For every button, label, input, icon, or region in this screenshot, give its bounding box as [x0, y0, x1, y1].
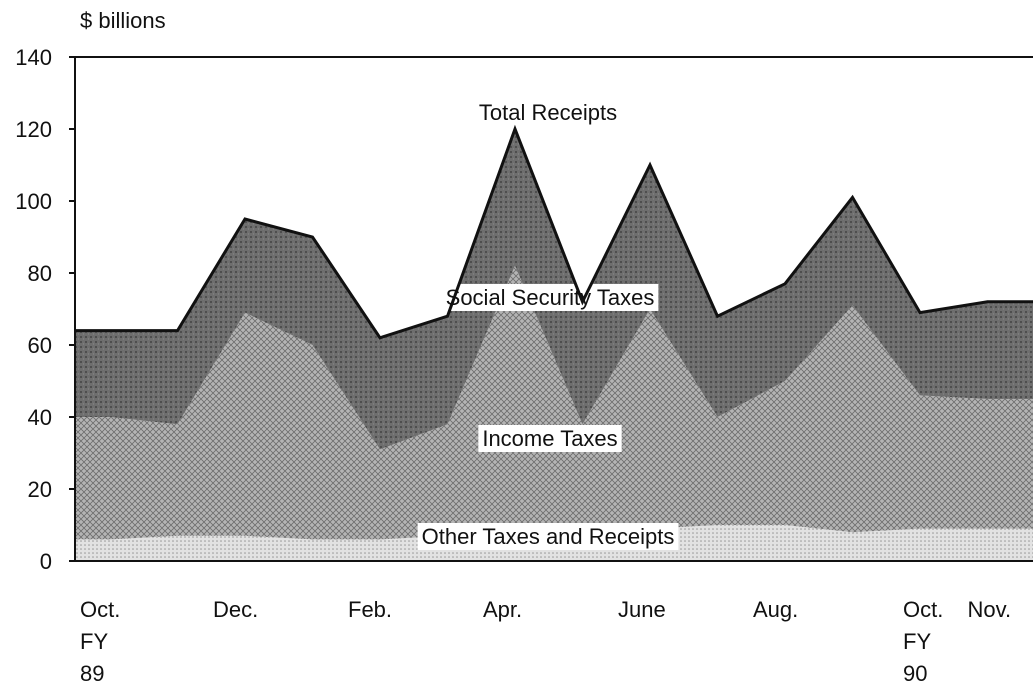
y-tick-label: 20 — [28, 477, 52, 502]
series-label: Other Taxes and Receipts — [422, 524, 675, 549]
y-tick-label: 60 — [28, 333, 52, 358]
x-tick-label: Aug. — [753, 597, 798, 622]
x-tick-label: Nov. — [968, 597, 1012, 622]
y-tick-label: 80 — [28, 261, 52, 286]
area-texture — [75, 265, 1033, 540]
y-tick-label: 0 — [40, 549, 52, 574]
y-tick-label: 140 — [15, 45, 52, 70]
labels: Total Receipts Social Security Taxes Incom… — [417, 99, 679, 550]
x-tick-label: Feb. — [348, 597, 392, 622]
series-label-box — [478, 425, 622, 452]
series-label: Social Security Taxes — [446, 285, 655, 310]
annotation: Total Receipts — [479, 100, 617, 125]
x-tick-label: Oct. FY 89 — [80, 597, 120, 686]
y-tick-label: 120 — [15, 117, 52, 142]
y-axis-label: $ billions — [80, 8, 166, 33]
series-label: Income Taxes — [482, 426, 617, 451]
x-tick-label: June — [618, 597, 666, 622]
x-tick-label: Dec. — [213, 597, 258, 622]
y-tick-label: 100 — [15, 189, 52, 214]
annotation-box — [474, 99, 622, 126]
series-label-box — [441, 284, 659, 311]
total-line — [75, 124, 1033, 340]
x-tick-label: Oct. FY 90 — [903, 597, 943, 686]
y-tick-label: 40 — [28, 405, 52, 430]
series-label-box — [417, 523, 679, 550]
x-tick-label: Apr. — [483, 597, 522, 622]
areas — [75, 129, 1033, 561]
